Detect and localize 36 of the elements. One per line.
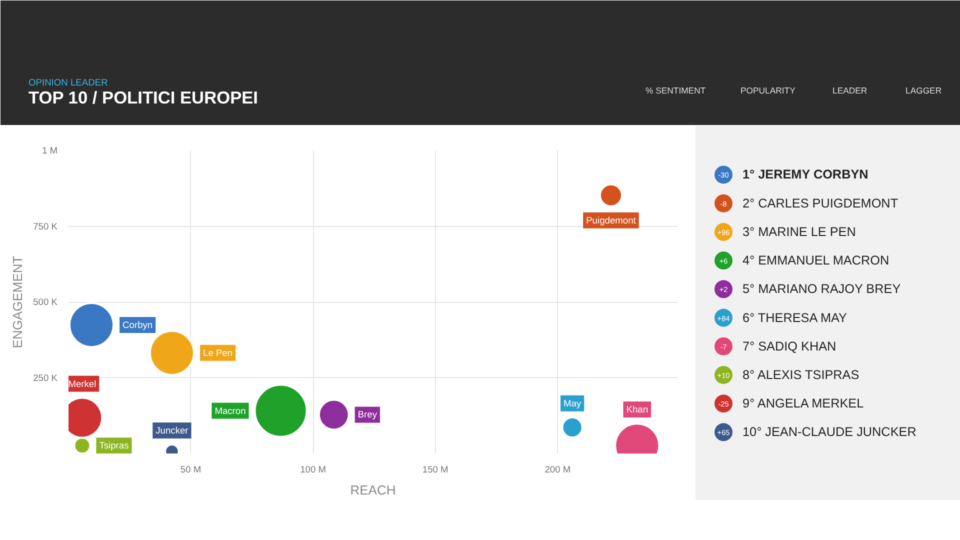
y-axis-title: ENGAGEMENT xyxy=(10,256,26,348)
text: 5° MARIANO RAJOY BREY xyxy=(742,282,902,296)
text: 4° EMMANUEL MACRON xyxy=(742,254,890,268)
chart-title: TOP 10 / POLITICI EUROPEI xyxy=(28,88,258,108)
y-tick-label: 500 K xyxy=(33,297,58,307)
text: % SENTIMENT xyxy=(646,86,706,96)
series-label: May xyxy=(564,398,582,408)
text: POPULARITY xyxy=(740,86,796,96)
chart-subtitle: OPINION LEADER xyxy=(28,78,108,88)
series-label: Corbyn xyxy=(122,320,153,330)
x-axis-title: REACH xyxy=(350,482,396,498)
series-label: Macron xyxy=(214,406,246,416)
text: 1° JEREMY CORBYN xyxy=(742,168,868,182)
x-tick-label: 200 M xyxy=(544,464,571,474)
text: LAGGER xyxy=(906,86,942,96)
series-label: Khan xyxy=(626,404,648,415)
text: LEADER xyxy=(832,86,868,96)
text: 7° SADIQ KHAN xyxy=(742,339,836,354)
series-label: Brey xyxy=(358,410,378,420)
series-label: Le Pen xyxy=(203,348,233,358)
y-tick-label: 1 M xyxy=(42,146,58,156)
series-label: Merkel xyxy=(68,378,96,389)
series-label: Tsipras xyxy=(99,440,130,451)
x-tick-label: 50 M xyxy=(180,464,202,474)
text: 9° ANGELA MERKEL xyxy=(742,396,864,411)
y-tick-label: 750 K xyxy=(33,221,58,232)
text: 3° MARINE LE PEN xyxy=(742,224,856,239)
x-tick-label: 100 M xyxy=(300,464,326,474)
series-label: Puigdemont xyxy=(586,215,636,226)
x-tick-label: 150 M xyxy=(422,464,448,474)
text: 6° THERESA MAY xyxy=(742,310,848,325)
text: 8° ALEXIS TSIPRAS xyxy=(742,368,860,382)
text: 10° JEAN-CLAUDE JUNCKER xyxy=(742,425,916,440)
text: 2° CARLES PUIGDEMONT xyxy=(742,196,898,210)
series-label: Juncker xyxy=(156,426,188,436)
y-tick-label: 250 K xyxy=(33,372,58,383)
